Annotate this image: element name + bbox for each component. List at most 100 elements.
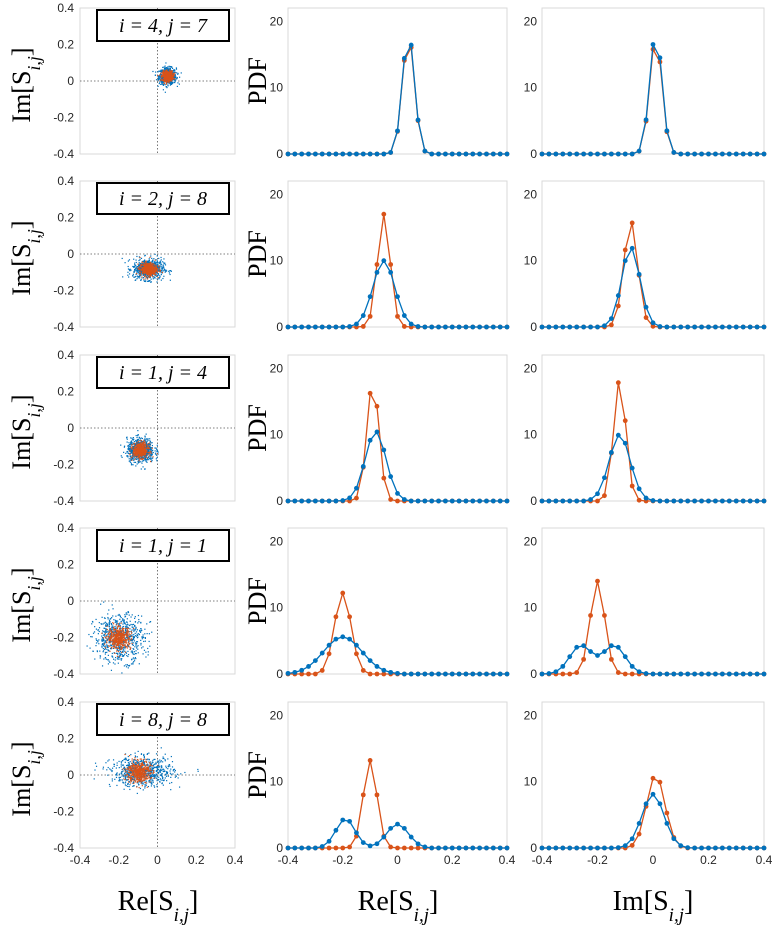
scatter-point <box>131 450 133 452</box>
orange-pdf-marker <box>622 247 628 253</box>
scatter-point <box>130 437 132 439</box>
scatter-point <box>138 461 140 463</box>
scatter-point <box>106 631 108 633</box>
scatter-point <box>103 642 105 644</box>
scatter-point <box>163 72 165 74</box>
scatter-point <box>156 274 159 276</box>
scatter-point <box>137 633 140 635</box>
scatter-point <box>169 70 171 72</box>
blue-pdf-marker <box>560 498 566 504</box>
blue-pdf-marker <box>650 42 656 47</box>
scatter-point <box>104 633 106 635</box>
scatter-point <box>161 267 163 269</box>
scatter-point <box>119 640 122 642</box>
scatter-point <box>149 442 151 444</box>
scatter-point <box>152 271 154 274</box>
scatter-point <box>146 440 148 443</box>
scatter-point <box>140 642 142 645</box>
scatter-point <box>115 645 117 647</box>
scatter-point <box>144 275 146 277</box>
scatter-point <box>142 636 144 638</box>
scatter-point <box>103 601 105 603</box>
scatter-point <box>146 454 149 456</box>
scatter-point <box>111 604 113 606</box>
scatter-point <box>123 445 126 447</box>
scatter-point <box>124 629 127 631</box>
scatter-point <box>135 644 137 646</box>
scatter-point <box>112 643 114 645</box>
scatter-point <box>152 266 154 268</box>
blue-pdf-marker <box>470 324 476 330</box>
scatter-point <box>151 457 153 459</box>
scatter-point <box>159 276 161 279</box>
scatter-point <box>129 455 132 457</box>
scatter-point <box>106 642 108 644</box>
scatter-point <box>126 654 128 657</box>
scatter-point <box>142 263 144 265</box>
scatter-point <box>134 265 136 267</box>
scatter-point <box>117 644 120 646</box>
scatter-point <box>117 642 120 644</box>
scatter-point <box>158 269 161 272</box>
scatter-point <box>164 77 167 79</box>
scatter-point <box>152 457 154 459</box>
orange-pdf-marker <box>367 313 373 319</box>
scatter-point <box>142 653 144 655</box>
scatter-point <box>120 637 123 639</box>
scatter-point <box>102 643 104 646</box>
scatter-point <box>104 651 107 654</box>
scatter-point <box>141 451 144 453</box>
scatter-point <box>165 86 167 88</box>
blue-pdf-marker <box>699 151 704 157</box>
scatter-point <box>138 454 140 456</box>
scatter-point <box>137 461 139 463</box>
scatter-point <box>163 80 165 82</box>
scatter-point <box>169 270 171 272</box>
scatter-point <box>110 669 113 671</box>
scatter-point <box>140 455 143 457</box>
scatter-point <box>166 71 168 73</box>
scatter-point <box>137 447 140 450</box>
scatter-point <box>143 640 145 643</box>
scatter-point <box>115 646 117 648</box>
blue-pdf-marker <box>436 498 441 504</box>
scatter-point <box>112 639 115 642</box>
scatter-point <box>125 664 127 666</box>
blue-pdf-marker <box>664 324 670 330</box>
blue-pdf-marker <box>354 321 359 327</box>
scatter-point <box>132 452 135 455</box>
scatter-point <box>156 444 158 446</box>
scatter-point <box>105 628 107 630</box>
scatter-point <box>131 441 133 444</box>
scatter-point <box>145 438 147 440</box>
scatter-point <box>124 634 127 636</box>
scatter-point <box>162 70 164 72</box>
scatter-point <box>137 453 139 455</box>
scatter-point <box>120 643 123 645</box>
scatter-point <box>125 612 127 614</box>
scatter-point <box>153 261 156 263</box>
scatter-point <box>112 629 115 631</box>
scatter-point <box>135 650 137 652</box>
scatter-point <box>141 458 143 460</box>
scatter-point <box>143 649 146 651</box>
scatter-point <box>126 626 128 628</box>
scatter-point <box>138 259 140 262</box>
scatter-point <box>147 270 149 272</box>
scatter-point <box>126 634 128 636</box>
scatter-point <box>117 662 119 664</box>
scatter-point <box>119 627 122 629</box>
scatter-point <box>129 443 132 445</box>
scatter-point <box>104 653 106 655</box>
scatter-point <box>165 79 168 81</box>
scatter-point <box>122 647 124 649</box>
scatter-point <box>118 630 120 632</box>
scatter-point <box>136 443 138 445</box>
scatter-point <box>153 262 156 264</box>
scatter-point <box>143 265 145 267</box>
scatter-point <box>116 629 118 631</box>
blue-pdf-marker <box>761 324 767 330</box>
scatter-point <box>161 74 164 76</box>
scatter-point <box>150 281 152 283</box>
orange-pdf-marker <box>636 497 642 503</box>
